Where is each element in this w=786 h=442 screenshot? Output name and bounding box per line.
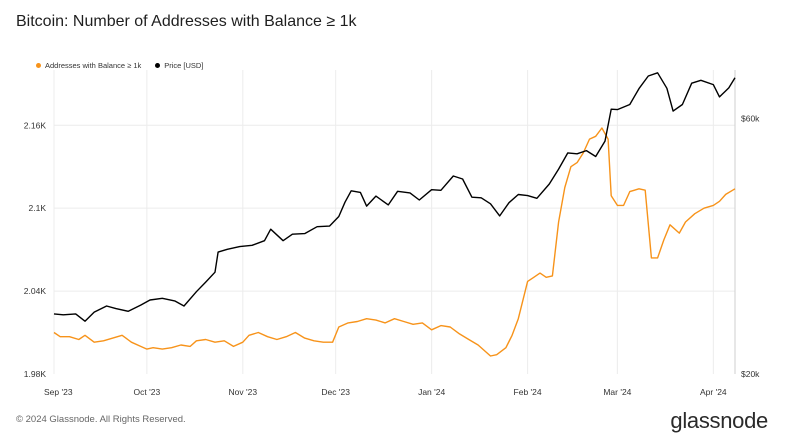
x-tick-label: Dec '23	[321, 387, 350, 397]
legend-item-addresses[interactable]: Addresses with Balance ≥ 1k	[36, 61, 141, 70]
chart-title: Bitcoin: Number of Addresses with Balanc…	[16, 13, 357, 30]
y-left-tick-label: 2.04K	[24, 286, 47, 296]
legend-swatch-addresses	[36, 63, 41, 68]
legend: Addresses with Balance ≥ 1k Price [USD]	[36, 61, 203, 70]
y-left-tick-label: 2.1K	[29, 203, 47, 213]
legend-swatch-price	[155, 63, 161, 68]
legend-label-addresses: Addresses with Balance ≥ 1k	[45, 61, 142, 70]
y-right-tick-label: $60k	[741, 114, 760, 124]
x-tick-label: Nov '23	[229, 387, 258, 397]
y-left-tick-label: 2.16K	[24, 120, 47, 130]
legend-label-price: Price [USD]	[164, 61, 204, 70]
copyright-footer: © 2024 Glassnode. All Rights Reserved.	[16, 414, 186, 425]
y-axis-right-ticks: $20k $60k	[741, 114, 760, 379]
brand-logo[interactable]: glassnode	[670, 408, 768, 433]
x-tick-label: Feb '24	[514, 387, 542, 397]
x-tick-label: Mar '24	[603, 387, 631, 397]
x-tick-label: Apr '24	[700, 387, 727, 397]
y-left-tick-label: 1.98K	[24, 369, 47, 379]
x-tick-label: Jan '24	[418, 387, 445, 397]
y-axis-left-ticks: 1.98K 2.04K 2.1K 2.16K	[24, 120, 47, 379]
addresses-line	[53, 127, 736, 357]
x-axis-ticks: Sep '23 Oct '23 Nov '23 Dec '23 Jan '24 Feb '…	[44, 387, 727, 397]
x-tick-label: Oct '23	[134, 387, 161, 397]
grid-lines	[53, 70, 735, 374]
x-tick-label: Sep '23	[44, 387, 73, 397]
legend-item-price[interactable]: Price [USD]	[155, 61, 203, 70]
y-right-tick-label: $20k	[741, 369, 760, 379]
series-lines	[53, 72, 736, 357]
price-line	[53, 72, 736, 322]
